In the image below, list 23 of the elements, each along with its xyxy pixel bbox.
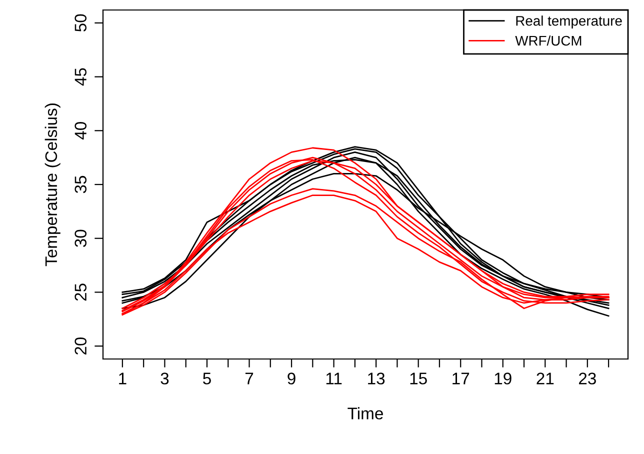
x-tick-label: 17 <box>452 372 470 384</box>
x-tick-label: 11 <box>326 372 342 384</box>
x-tick-label: 7 <box>245 372 254 384</box>
x-tick-label: 13 <box>368 372 385 384</box>
y-tick-label: 20 <box>74 337 87 355</box>
legend-label: Real temperature <box>516 16 622 29</box>
y-tick-label: 40 <box>74 122 87 140</box>
x-tick-label: 1 <box>119 372 126 384</box>
y-tick-label: 50 <box>74 14 87 32</box>
y-tick-label: 30 <box>74 230 87 247</box>
x-tick-label: 21 <box>536 372 554 384</box>
x-tick-label: 5 <box>203 372 211 384</box>
y-axis-title: Temperature (Celsius) <box>44 104 60 266</box>
x-tick-label: 3 <box>160 372 169 384</box>
x-tick-label: 9 <box>288 372 296 384</box>
y-tick-label: 45 <box>74 68 87 86</box>
y-tick-label: 25 <box>74 284 87 301</box>
x-axis-title: Time <box>348 407 383 420</box>
x-tick-label: 23 <box>578 372 596 384</box>
x-tick-label: 15 <box>410 372 427 384</box>
x-tick-label: 19 <box>494 372 512 384</box>
legend-label: WRF/UCM <box>515 35 582 46</box>
y-tick-label: 35 <box>74 176 87 194</box>
